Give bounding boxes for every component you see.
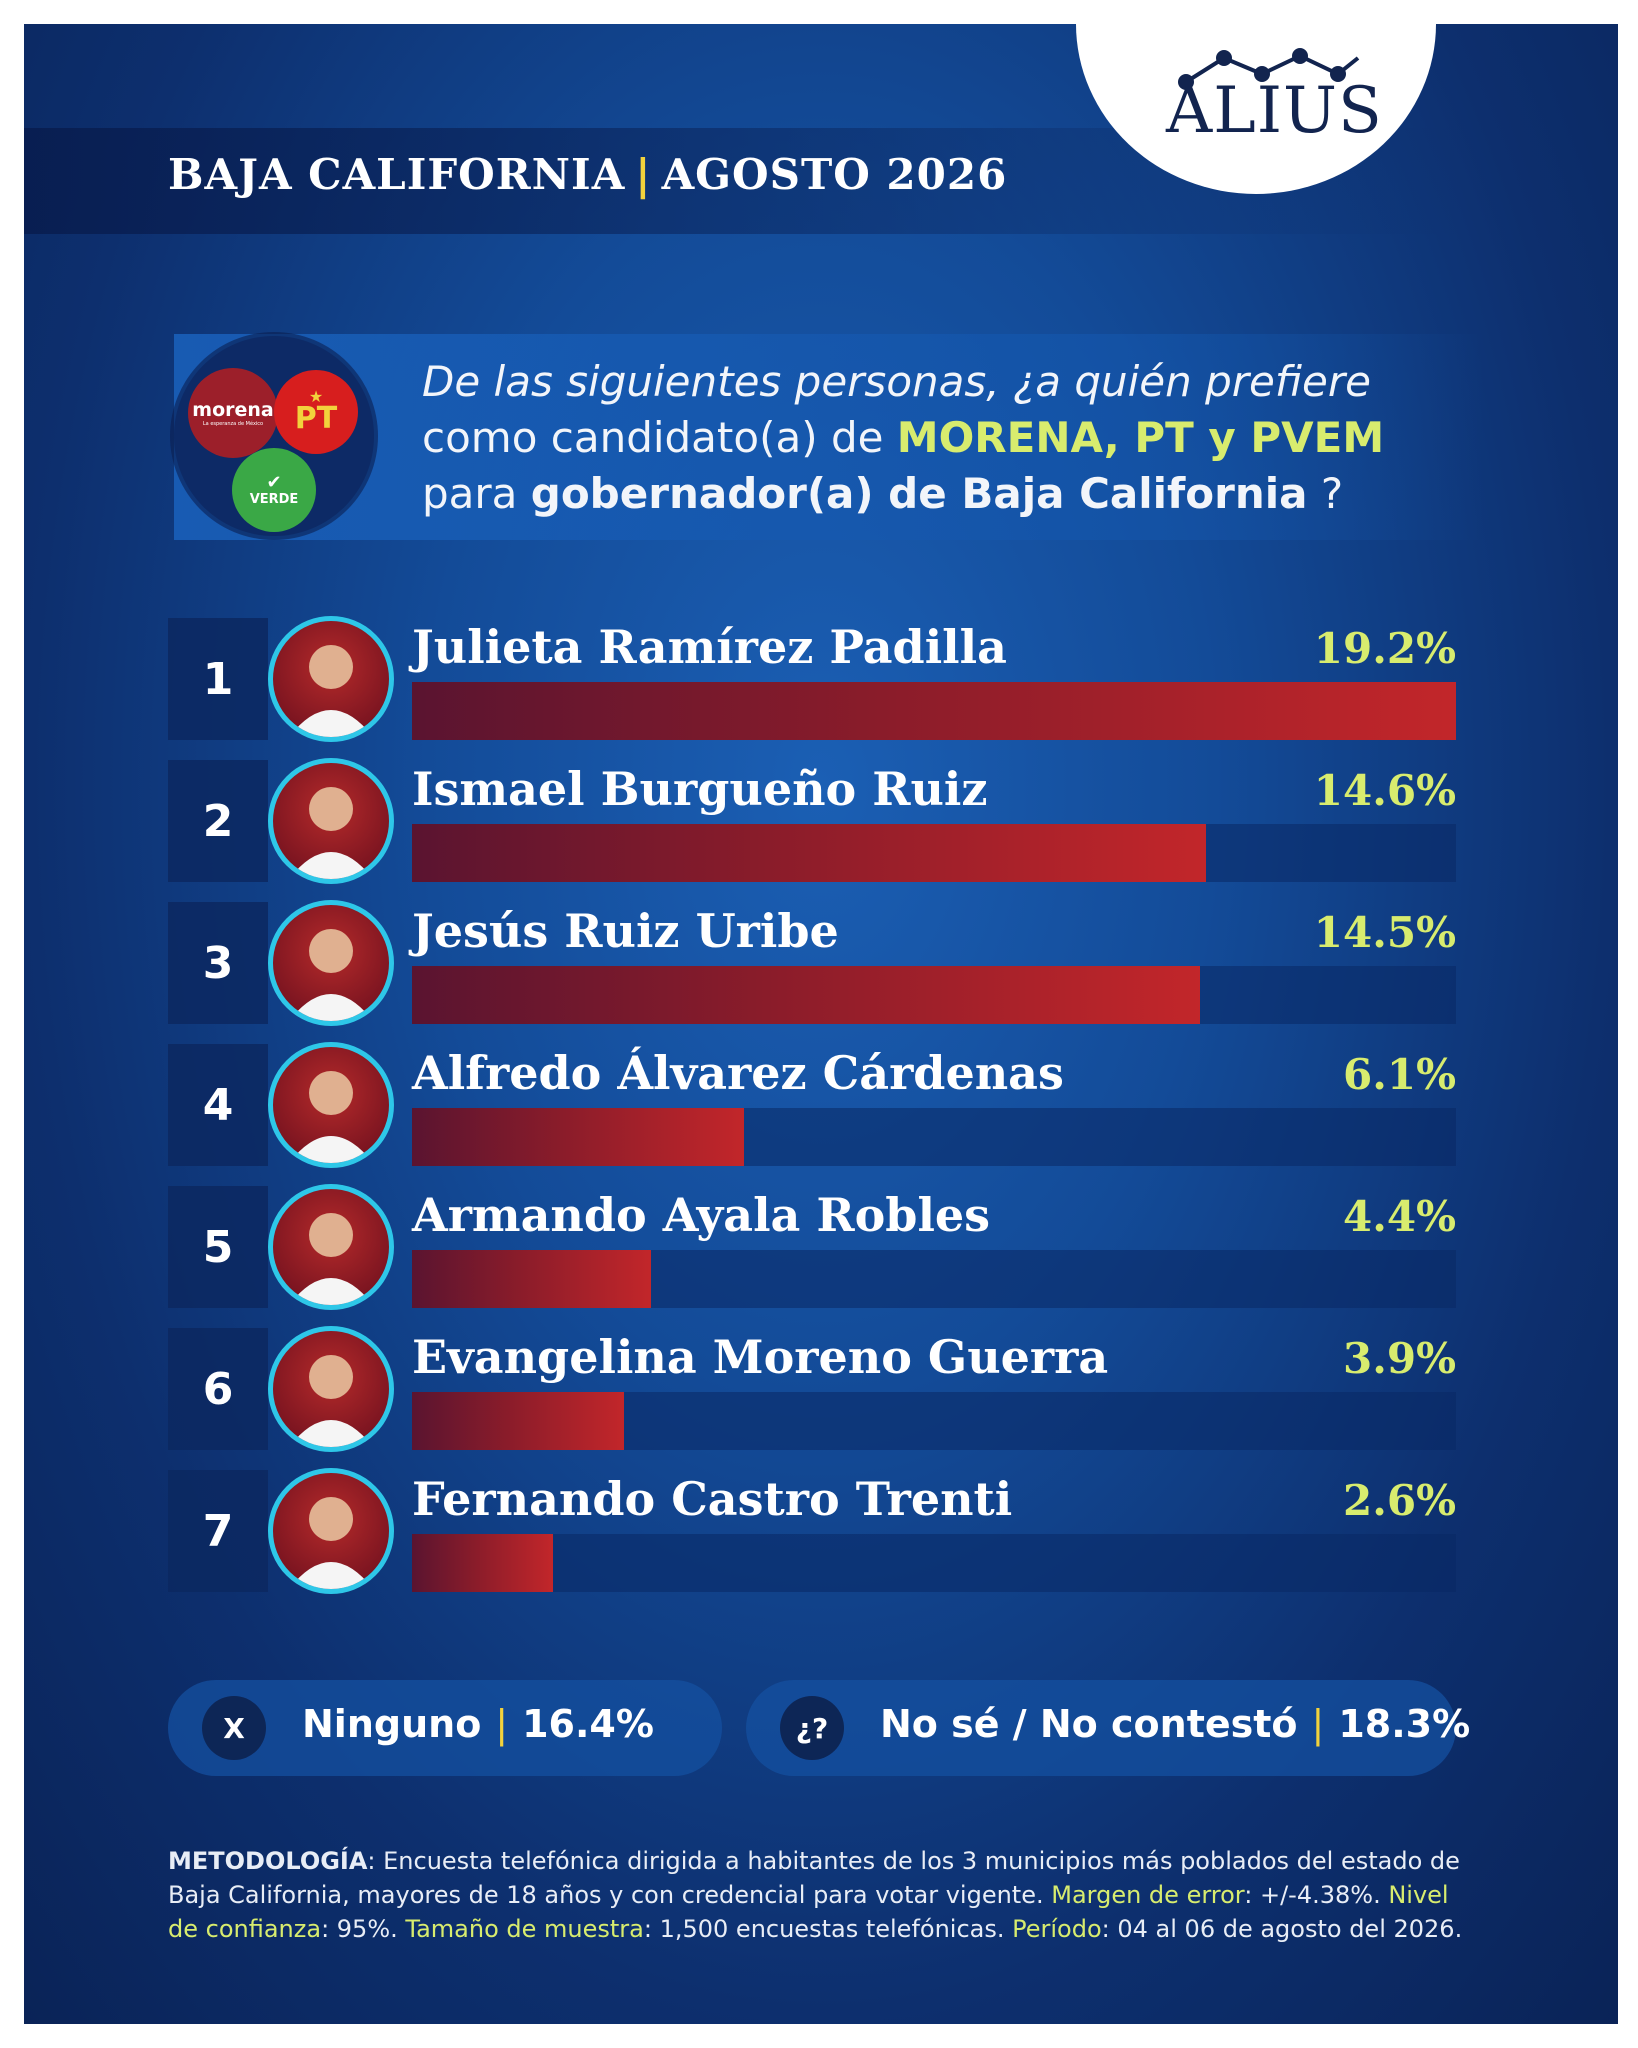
question-line-3: para gobernador(a) de Baja California ? bbox=[422, 469, 1344, 518]
nose-label: No sé / No contestó | 18.3% bbox=[880, 1702, 1471, 1746]
pt-star-icon: ★ bbox=[308, 387, 324, 406]
question-mark-icon: ¿? bbox=[780, 1696, 844, 1760]
bar bbox=[412, 824, 1206, 882]
candidate-name: Julieta Ramírez Padilla bbox=[412, 620, 1007, 674]
percent-label: 2.6% bbox=[1343, 1476, 1456, 1525]
pt-logo: ★ PT bbox=[274, 370, 358, 454]
header-region: BAJA CALIFORNIA bbox=[168, 150, 626, 199]
percent-label: 4.4% bbox=[1343, 1192, 1456, 1241]
rank-label: 5 bbox=[202, 1221, 234, 1273]
percent-label: 19.2% bbox=[1313, 624, 1456, 673]
candidate-avatar bbox=[268, 900, 394, 1026]
percent-label: 14.5% bbox=[1313, 908, 1456, 957]
rank-label: 7 bbox=[202, 1505, 234, 1557]
ninguno-label: Ninguno | 16.4% bbox=[302, 1702, 654, 1746]
rank-label: 2 bbox=[202, 795, 234, 847]
header-period: AGOSTO 2026 bbox=[661, 150, 1008, 199]
bar bbox=[412, 682, 1456, 740]
bar bbox=[412, 966, 1200, 1024]
bar bbox=[412, 1392, 624, 1450]
question-office: gobernador(a) de Baja California bbox=[530, 469, 1308, 518]
candidate-avatar bbox=[268, 616, 394, 742]
close-icon: X bbox=[202, 1696, 266, 1760]
sample-key: Tamaño de muestra bbox=[405, 1915, 644, 1943]
bar bbox=[412, 1250, 651, 1308]
header-title: BAJA CALIFORNIA | AGOSTO 2026 bbox=[168, 150, 1007, 199]
candidate-name: Evangelina Moreno Guerra bbox=[412, 1330, 1109, 1384]
candidate-name: Fernando Castro Trenti bbox=[412, 1472, 1013, 1526]
poster: BAJA CALIFORNIA | AGOSTO 2026 ALIUS morena… bbox=[24, 24, 1618, 2024]
candidate-avatar bbox=[268, 1326, 394, 1452]
confidence-key: Nivel de confianza bbox=[168, 1881, 1449, 1943]
rank-label: 4 bbox=[202, 1079, 234, 1131]
candidate-avatar bbox=[268, 758, 394, 884]
logo-graph-icon bbox=[1178, 48, 1360, 90]
margin-key: Margen de error bbox=[1051, 1881, 1245, 1909]
percent-label: 6.1% bbox=[1343, 1050, 1456, 1099]
rank-box bbox=[168, 1328, 268, 1450]
candidate-row: 1 Julieta Ramírez Padilla 19.2% bbox=[168, 616, 1456, 742]
verde-logo-text: VERDE bbox=[249, 491, 299, 507]
nose-pill: ¿? No sé / No contestó | 18.3% bbox=[746, 1680, 1470, 1776]
bar bbox=[412, 1108, 744, 1166]
candidate-row: 2 Ismael Burgueño Ruiz 14.6% bbox=[168, 758, 1456, 884]
question-band bbox=[174, 334, 1484, 540]
candidate-row: 4 Alfredo Álvarez Cárdenas 6.1% bbox=[168, 1042, 1456, 1168]
question-parties: MORENA, PT y PVEM bbox=[896, 413, 1385, 462]
percent-label: 14.6% bbox=[1313, 766, 1456, 815]
rank-box bbox=[168, 760, 268, 882]
morena-logo-tagline: La esperanza de México bbox=[202, 421, 264, 427]
rank-box bbox=[168, 902, 268, 1024]
rank-label: 3 bbox=[202, 937, 234, 989]
brand-logo: ALIUS bbox=[1166, 74, 1383, 148]
rank-box bbox=[168, 1186, 268, 1308]
rank-box bbox=[168, 618, 268, 740]
rank-box bbox=[168, 1044, 268, 1166]
rank-label: 1 bbox=[202, 653, 234, 705]
rank-box bbox=[168, 1470, 268, 1592]
morena-logo-text: morena bbox=[192, 399, 274, 421]
question-line-1: De las siguientes personas, ¿a quién pre… bbox=[422, 357, 1371, 406]
pt-logo-text: PT bbox=[294, 401, 338, 436]
candidate-name: Jesús Ruiz Uribe bbox=[412, 904, 839, 958]
candidate-avatar bbox=[268, 1042, 394, 1168]
survey-question: De las siguientes personas, ¿a quién pre… bbox=[422, 354, 1482, 522]
methodology-text: METODOLOGÍA: Encuesta telefónica dirigid… bbox=[168, 1847, 1463, 1943]
ninguno-pill: X Ninguno | 16.4% bbox=[168, 1680, 722, 1776]
bar bbox=[412, 1534, 553, 1592]
candidate-name: Ismael Burgueño Ruiz bbox=[412, 762, 988, 816]
nose-value: 18.3% bbox=[1338, 1702, 1471, 1746]
party-logos: morena La esperanza de México ★ PT ✔ VER… bbox=[174, 336, 374, 536]
methodology-key: METODOLOGÍA bbox=[168, 1847, 368, 1875]
morena-logo: morena La esperanza de México bbox=[188, 368, 278, 458]
rank-label: 6 bbox=[202, 1363, 234, 1415]
candidate-row: 6 Evangelina Moreno Guerra 3.9% bbox=[168, 1326, 1456, 1452]
candidate-row: 5 Armando Ayala Robles 4.4% bbox=[168, 1184, 1456, 1310]
percent-label: 3.9% bbox=[1343, 1334, 1456, 1383]
candidate-name: Alfredo Álvarez Cárdenas bbox=[412, 1046, 1064, 1100]
candidate-avatar bbox=[268, 1184, 394, 1310]
period-key: Período bbox=[1012, 1915, 1102, 1943]
candidate-name: Armando Ayala Robles bbox=[412, 1188, 991, 1242]
toucan-icon: ✔ bbox=[266, 471, 282, 493]
candidate-row: 3 Jesús Ruiz Uribe 14.5% bbox=[168, 900, 1456, 1026]
question-line-2: como candidato(a) de MORENA, PT y PVEM bbox=[422, 413, 1385, 462]
verde-logo: ✔ VERDE bbox=[232, 448, 316, 532]
bar-track bbox=[412, 1534, 1456, 1592]
candidate-row: 7 Fernando Castro Trenti 2.6% bbox=[168, 1468, 1456, 1594]
candidate-avatar bbox=[268, 1468, 394, 1594]
ninguno-value: 16.4% bbox=[522, 1702, 654, 1746]
header-separator: | bbox=[635, 150, 652, 199]
